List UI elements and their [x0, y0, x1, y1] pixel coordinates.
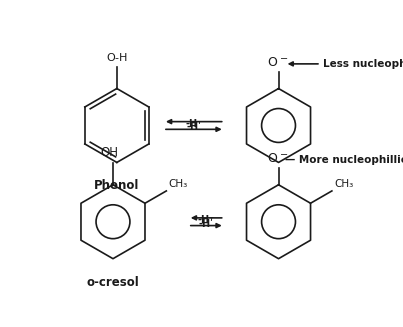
Text: -Hʹ: -Hʹ — [199, 219, 214, 229]
Text: OH: OH — [100, 146, 118, 159]
Text: -Hʹ: -Hʹ — [186, 122, 202, 132]
Text: Less nucleophillic: Less nucleophillic — [323, 59, 403, 69]
Text: O-H: O-H — [106, 53, 127, 63]
Text: CH₃: CH₃ — [168, 180, 188, 189]
Text: CH₃: CH₃ — [334, 180, 353, 189]
Text: -H⁻: -H⁻ — [185, 119, 202, 129]
Text: -H⁻: -H⁻ — [197, 215, 215, 225]
Text: — More nucleophillic: — More nucleophillic — [285, 155, 403, 165]
Text: O: O — [267, 152, 277, 165]
Text: O: O — [267, 56, 277, 68]
Text: −: − — [280, 54, 288, 64]
Text: Phenol: Phenol — [94, 180, 139, 192]
Text: o-cresol: o-cresol — [87, 276, 139, 289]
Text: −: − — [280, 150, 288, 160]
